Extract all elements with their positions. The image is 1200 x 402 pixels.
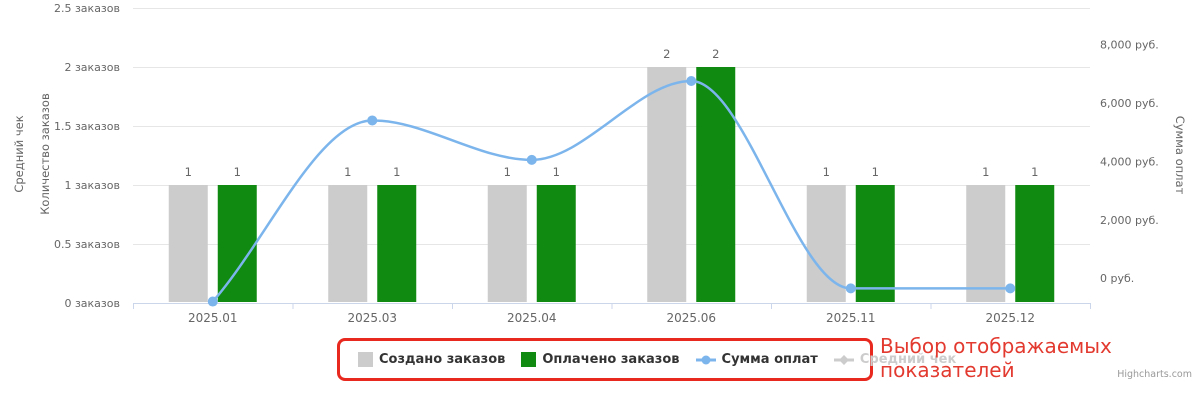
bar-created-orders[interactable] bbox=[487, 185, 527, 302]
x-axis-category-label: 2025.06 bbox=[666, 311, 716, 325]
line-diamond-marker-icon bbox=[833, 354, 854, 365]
bar-value-label: 1 bbox=[823, 165, 830, 179]
legend-item-payment-sum[interactable]: Сумма оплат bbox=[695, 352, 818, 367]
bar-paid-orders[interactable] bbox=[217, 185, 257, 302]
x-axis-category-label: 2025.01 bbox=[188, 311, 238, 325]
y-axis-left-tick-label: 1 заказов bbox=[64, 179, 120, 192]
legend-highlight-box: Создано заказов Оплачено заказов Сумма о… bbox=[337, 338, 956, 381]
line-circle-marker-icon bbox=[695, 355, 716, 364]
payment-sum-point[interactable] bbox=[526, 154, 537, 165]
green-square-icon bbox=[521, 352, 537, 367]
bar-created-orders[interactable] bbox=[647, 67, 687, 302]
bar-value-label: 1 bbox=[504, 165, 511, 179]
bar-paid-orders[interactable] bbox=[696, 67, 736, 302]
gray-square-icon bbox=[358, 352, 373, 367]
bar-value-label: 1 bbox=[234, 165, 241, 179]
bar-value-label: 1 bbox=[1031, 165, 1038, 179]
bar-value-label: 1 bbox=[344, 165, 351, 179]
x-axis-category-label: 2025.11 bbox=[826, 311, 876, 325]
bar-value-label: 1 bbox=[872, 165, 879, 179]
bar-value-label: 2 bbox=[663, 47, 670, 61]
y-axis-left-tick-label: 2.5 заказов bbox=[54, 2, 120, 15]
payment-sum-point[interactable] bbox=[367, 115, 378, 126]
y-axis-left-tick-label: 2 заказов bbox=[64, 61, 120, 74]
y-axis-right-tick-label: 2,000 руб. bbox=[1100, 214, 1159, 227]
legend-item-average-check[interactable]: Средний чек bbox=[833, 352, 957, 367]
legend-label: Сумма оплат bbox=[721, 352, 818, 367]
payment-sum-point[interactable] bbox=[1005, 283, 1016, 294]
bar-paid-orders[interactable] bbox=[1015, 185, 1055, 302]
bar-value-label: 1 bbox=[185, 165, 192, 179]
bar-paid-orders[interactable] bbox=[536, 185, 576, 302]
x-axis-category-label: 2025.12 bbox=[985, 311, 1035, 325]
x-axis-category-label: 2025.04 bbox=[507, 311, 557, 325]
bar-paid-orders[interactable] bbox=[855, 185, 895, 302]
legend-label: Создано заказов bbox=[379, 352, 506, 367]
payment-sum-point[interactable] bbox=[207, 296, 218, 307]
y-axis-title-average-check: Средний чек bbox=[12, 115, 26, 193]
payment-sum-point[interactable] bbox=[845, 283, 856, 294]
y-axis-right-tick-label: 6,000 руб. bbox=[1100, 97, 1159, 110]
payment-sum-point[interactable] bbox=[686, 76, 697, 87]
bar-created-orders[interactable] bbox=[328, 185, 368, 302]
bar-value-label: 1 bbox=[553, 165, 560, 179]
y-axis-left-tick-label: 1.5 заказов bbox=[54, 120, 120, 133]
bar-created-orders[interactable] bbox=[966, 185, 1006, 302]
bar-paid-orders[interactable] bbox=[377, 185, 417, 302]
legend-label: Оплачено заказов bbox=[542, 352, 680, 367]
y-axis-right-tick-label: 4,000 руб. bbox=[1100, 155, 1159, 168]
bar-value-label: 1 bbox=[982, 165, 989, 179]
legend-item-paid-orders[interactable]: Оплачено заказов bbox=[521, 352, 680, 367]
legend-item-created-orders[interactable]: Создано заказов bbox=[358, 352, 505, 367]
y-axis-left-tick-label: 0 заказов bbox=[64, 297, 120, 310]
legend-label: Средний чек bbox=[859, 352, 957, 367]
bar-created-orders[interactable] bbox=[168, 185, 208, 302]
bar-created-orders[interactable] bbox=[806, 185, 846, 302]
bar-value-label: 2 bbox=[712, 47, 719, 61]
highcharts-credits-link[interactable]: Highcharts.com bbox=[1117, 369, 1192, 380]
annotation-text: Выбор отображаемых показателей bbox=[880, 334, 1112, 382]
y-axis-title-order-count: Количество заказов bbox=[38, 93, 52, 215]
y-axis-left-tick-label: 0.5 заказов bbox=[54, 238, 120, 251]
bar-value-label: 1 bbox=[393, 165, 400, 179]
y-axis-right-tick-label: 0 руб. bbox=[1100, 272, 1134, 285]
y-axis-right-tick-label: 8,000 руб. bbox=[1100, 39, 1159, 52]
x-axis-category-label: 2025.03 bbox=[347, 311, 397, 325]
y-axis-title-payment-sum: Сумма оплат bbox=[1173, 115, 1187, 195]
